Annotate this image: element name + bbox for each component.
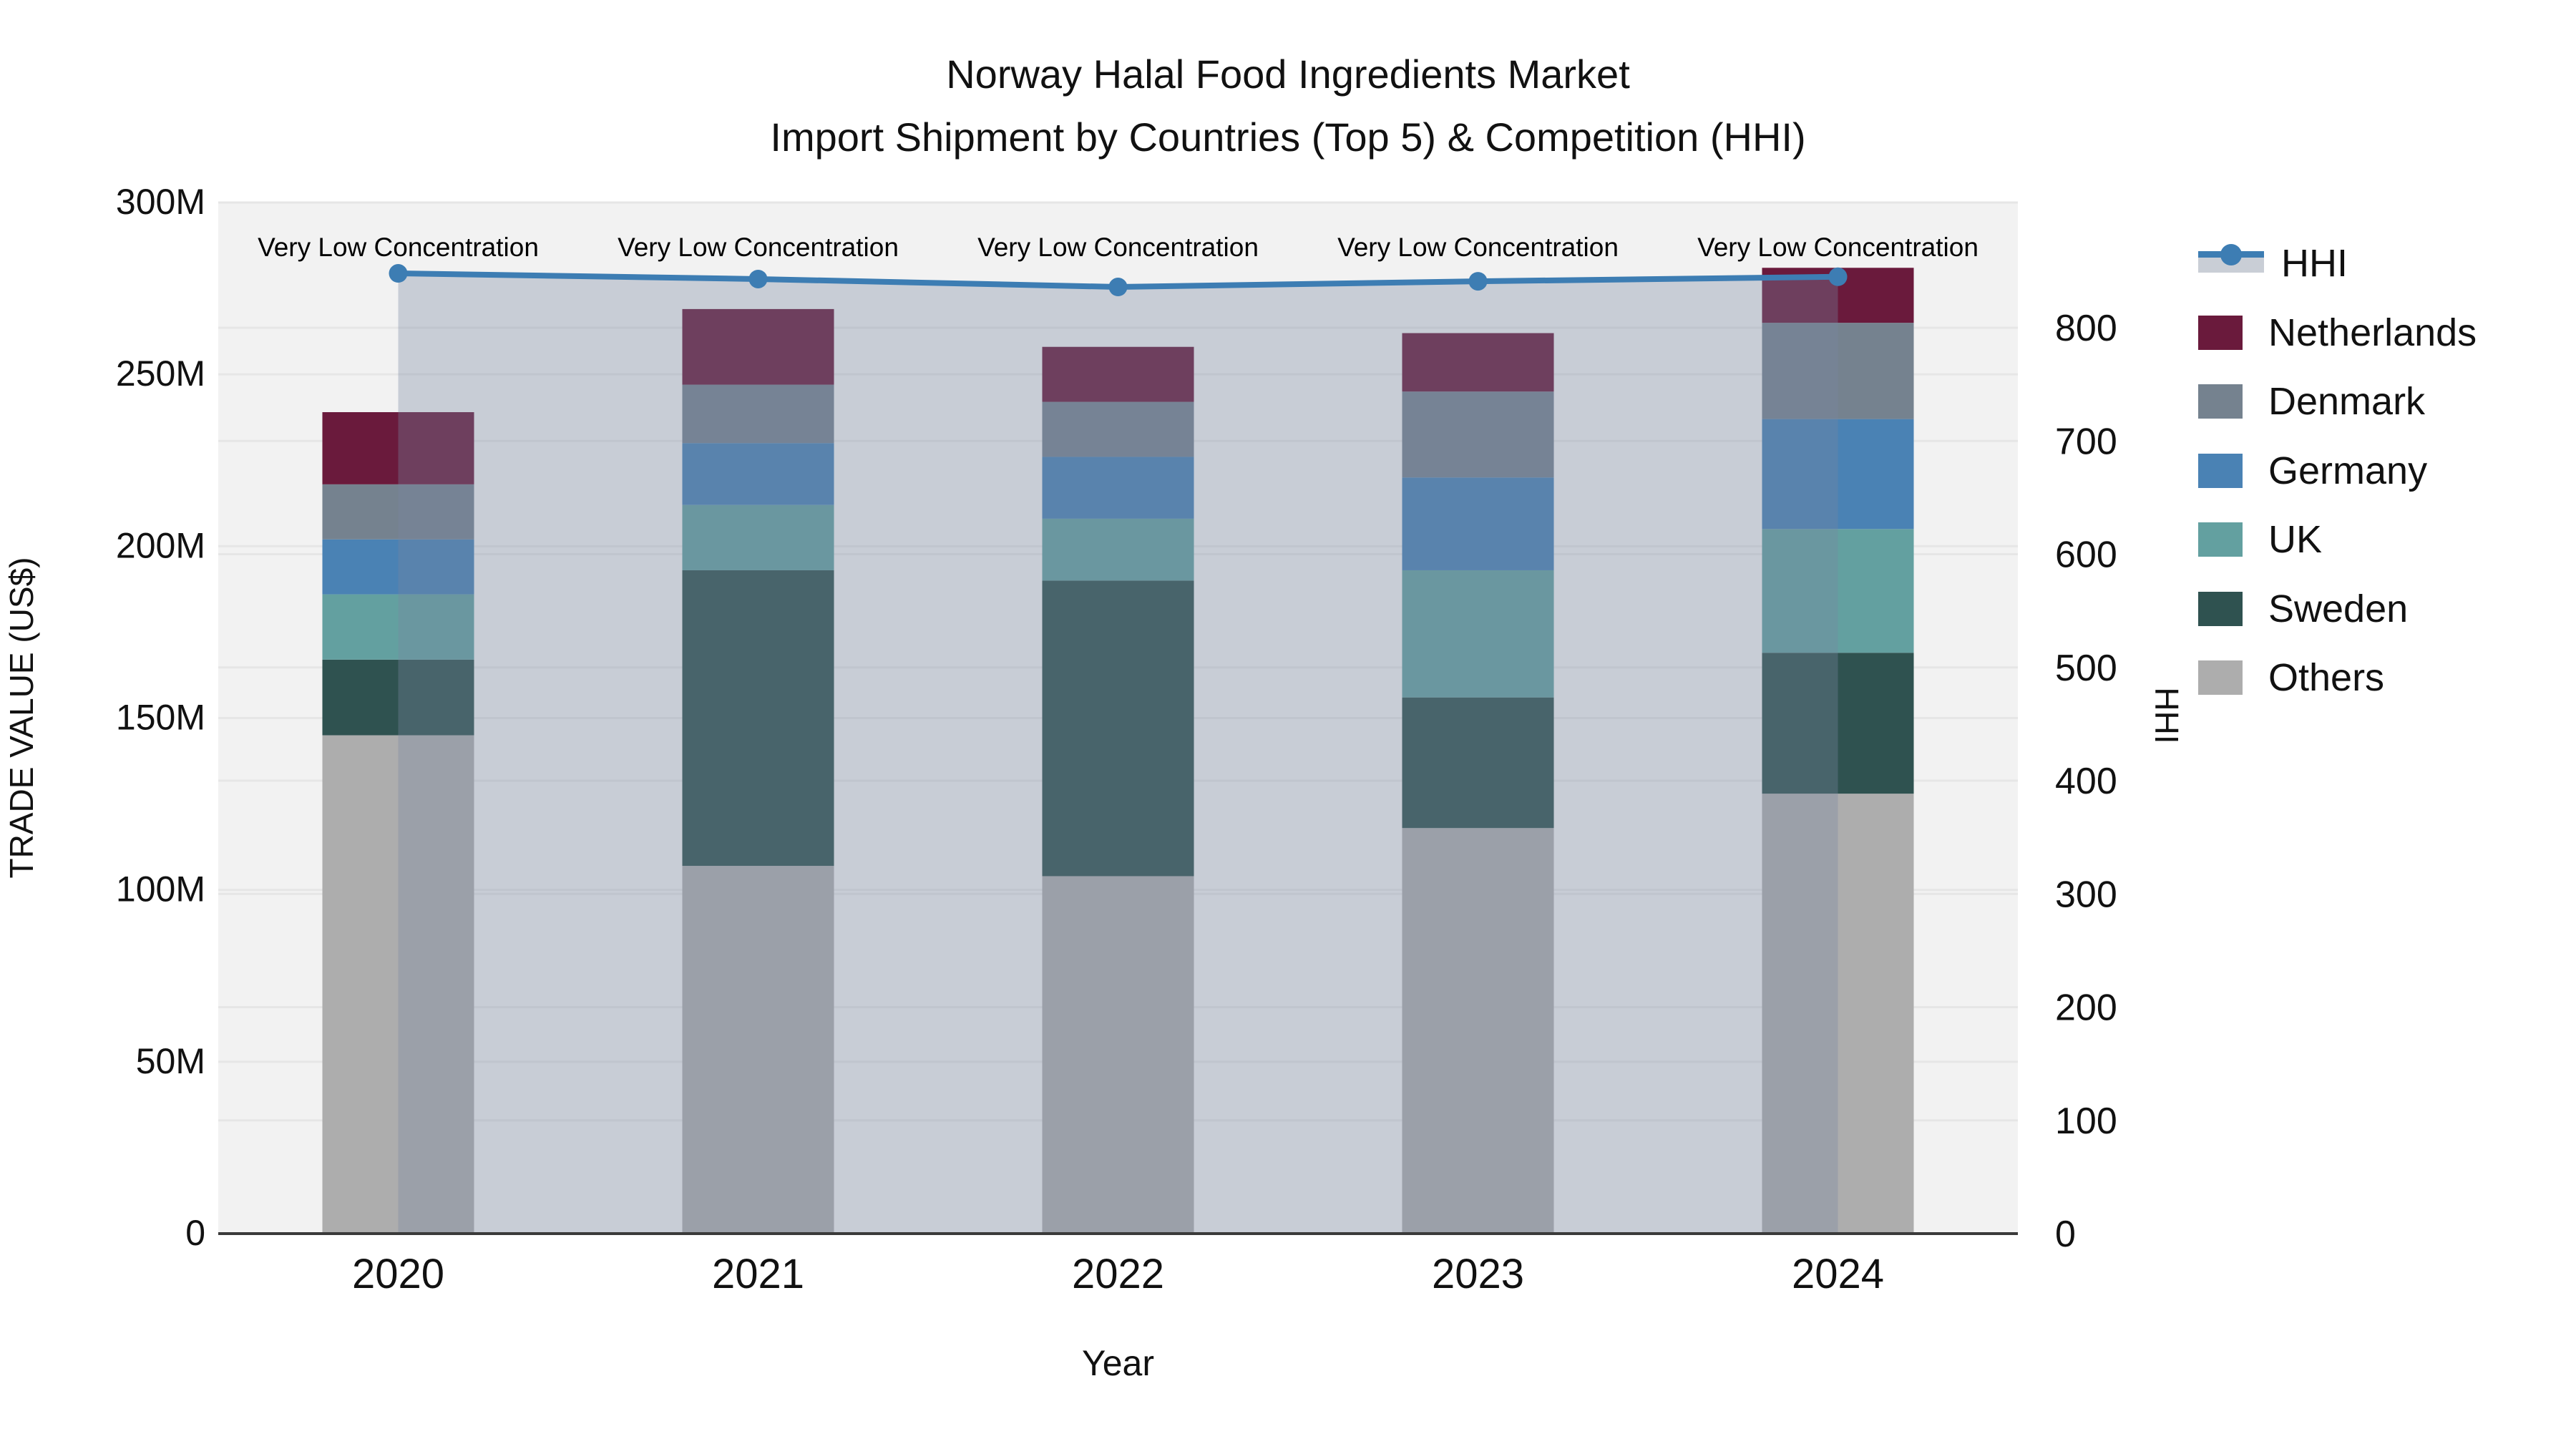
legend-hhi-dot-glyph: [2220, 244, 2242, 265]
x-tick-2021: 2021: [712, 1251, 804, 1297]
bar-segment-2023-denmark[interactable]: [1402, 391, 1554, 478]
legend-label-denmark: Denmark: [2268, 380, 2426, 423]
bar-segment-2022-sweden[interactable]: [1042, 580, 1194, 877]
y-right-tick-800: 800: [2055, 308, 2117, 349]
legend-item-uk[interactable]: UK: [2198, 514, 2322, 565]
legend-label-sweden: Sweden: [2268, 587, 2409, 630]
y-left-tick-0: 0: [185, 1213, 205, 1253]
x-tick-2023: 2023: [1432, 1251, 1524, 1297]
legend-item-sweden[interactable]: Sweden: [2198, 583, 2408, 635]
bar-segment-2022-denmark[interactable]: [1042, 401, 1194, 457]
y-right-axis-title: HHI: [2148, 687, 2185, 743]
chart-subtitle: Import Shipment by Countries (Top 5) & C…: [770, 114, 1806, 160]
legend-item-germany[interactable]: Germany: [2198, 445, 2427, 497]
hhi-marker-2023[interactable]: [1468, 272, 1488, 291]
bar-segment-2021-netherlands[interactable]: [682, 308, 834, 385]
y-right-tick-labels: 0 100 200 300 400 500 600 700 800: [2055, 308, 2117, 1255]
bar-segment-2020-uk[interactable]: [322, 594, 474, 660]
bar-segment-2023-sweden[interactable]: [1402, 697, 1554, 829]
legend-item-denmark[interactable]: Denmark: [2198, 376, 2425, 427]
stacked-bars: [322, 268, 1914, 1234]
bar-segment-2021-denmark[interactable]: [682, 384, 834, 444]
bar-segment-2020-denmark[interactable]: [322, 484, 474, 540]
legend-label-hhi: HHI: [2281, 242, 2348, 285]
hhi-marker-2020[interactable]: [389, 264, 408, 283]
legend-label-others: Others: [2268, 656, 2385, 699]
y-right-tick-400: 400: [2055, 761, 2117, 802]
legend-swatch-sweden: [2198, 591, 2243, 626]
annotation-2021: Very Low Concentration: [618, 233, 899, 262]
y-left-tick-250M: 250M: [116, 353, 205, 394]
bar-segment-2023-others[interactable]: [1402, 828, 1554, 1234]
legend-label-uk: UK: [2268, 518, 2323, 561]
hhi-area-fill: [398, 273, 1838, 1234]
y-left-tick-200M: 200M: [116, 525, 205, 565]
legend-swatch-netherlands: [2198, 315, 2243, 350]
y-right-tick-700: 700: [2055, 421, 2117, 462]
hhi-marker-2022[interactable]: [1108, 278, 1128, 297]
annotation-2023: Very Low Concentration: [1337, 233, 1619, 262]
bar-segment-2022-uk[interactable]: [1042, 518, 1194, 581]
legend-label-germany: Germany: [2268, 449, 2428, 492]
bar-segment-2024-germany[interactable]: [1762, 419, 1914, 530]
annotation-2020: Very Low Concentration: [258, 233, 539, 262]
concentration-annotations: Very Low Concentration Very Low Concentra…: [258, 233, 1979, 262]
x-tick-2020: 2020: [352, 1251, 444, 1297]
hhi-marker-2021[interactable]: [748, 269, 768, 288]
bar-segment-2022-netherlands[interactable]: [1042, 346, 1194, 402]
x-axis-title: Year: [1082, 1343, 1154, 1383]
y-left-tick-300M: 300M: [116, 182, 205, 222]
hhi-markers: [389, 264, 1848, 297]
legend-swatch-uk: [2198, 522, 2243, 557]
bar-segment-2022-others[interactable]: [1042, 876, 1194, 1234]
bar-segment-2024-sweden[interactable]: [1762, 653, 1914, 794]
annotation-2022: Very Low Concentration: [977, 233, 1259, 262]
y-left-tick-50M: 50M: [136, 1041, 205, 1081]
y-right-tick-0: 0: [2055, 1214, 2076, 1255]
y-left-tick-150M: 150M: [116, 698, 205, 738]
hhi-marker-2024[interactable]: [1828, 267, 1848, 286]
legend-swatch-hhi-line: [2198, 244, 2264, 273]
legend-swatch-germany: [2198, 453, 2243, 488]
title-block: Norway Halal Food Ingredients Market Imp…: [286, 43, 2290, 169]
bar-segment-2020-others[interactable]: [322, 735, 474, 1234]
bar-segment-2023-netherlands[interactable]: [1402, 333, 1554, 392]
legend-label-netherlands: Netherlands: [2268, 311, 2477, 354]
bar-segment-2023-germany[interactable]: [1402, 477, 1554, 570]
bar-segment-2024-denmark[interactable]: [1762, 323, 1914, 419]
bar-segment-2024-uk[interactable]: [1762, 529, 1914, 653]
bar-segment-2021-others[interactable]: [682, 866, 834, 1234]
y-right-tick-500: 500: [2055, 648, 2117, 689]
y-right-tick-300: 300: [2055, 874, 2117, 915]
bar-segment-2021-germany[interactable]: [682, 443, 834, 505]
legend-item-netherlands[interactable]: Netherlands: [2198, 307, 2477, 358]
chart-title: Norway Halal Food Ingredients Market: [946, 52, 1630, 97]
bar-segment-2020-sweden[interactable]: [322, 659, 474, 736]
y-left-tick-labels: 0 50M 100M 150M 200M 250M 300M: [116, 182, 205, 1253]
bar-segment-2021-sweden[interactable]: [682, 570, 834, 867]
bar-segment-2024-others[interactable]: [1762, 794, 1914, 1234]
y-left-tick-100M: 100M: [116, 869, 205, 909]
bar-segment-2023-uk[interactable]: [1402, 570, 1554, 698]
x-tick-2024: 2024: [1792, 1251, 1884, 1297]
bar-segment-2022-germany[interactable]: [1042, 457, 1194, 519]
x-tick-labels: 2020 2021 2022 2023 2024: [352, 1251, 1884, 1297]
bar-segment-2020-netherlands[interactable]: [322, 412, 474, 484]
legend-item-others[interactable]: Others: [2198, 652, 2384, 703]
legend-swatch-others: [2198, 660, 2243, 695]
bar-segment-2020-germany[interactable]: [322, 539, 474, 595]
annotation-2024: Very Low Concentration: [1697, 233, 1979, 262]
y-left-axis-title: TRADE VALUE (US$): [3, 557, 40, 878]
y-right-tick-200: 200: [2055, 987, 2117, 1029]
x-tick-2022: 2022: [1072, 1251, 1164, 1297]
legend-item-hhi[interactable]: HHI: [2198, 238, 2348, 289]
bar-segment-2021-uk[interactable]: [682, 504, 834, 570]
y-right-tick-600: 600: [2055, 535, 2117, 576]
y-right-tick-100: 100: [2055, 1101, 2117, 1142]
legend-swatch-denmark: [2198, 384, 2243, 419]
